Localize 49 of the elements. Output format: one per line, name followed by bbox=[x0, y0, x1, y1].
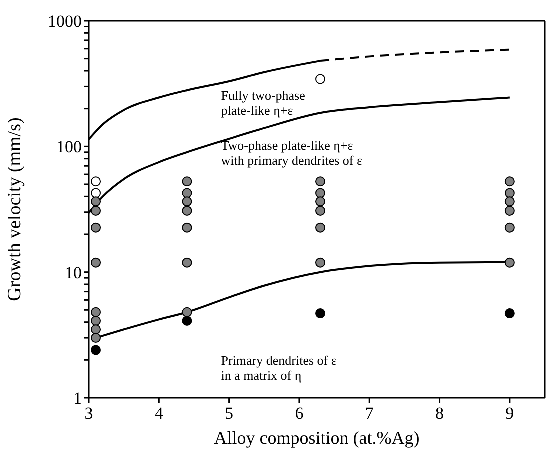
annotation: Primary dendrites of ε in a matrix of η bbox=[221, 352, 337, 383]
point bbox=[316, 188, 326, 198]
y-tick-label: 100 bbox=[56, 138, 82, 157]
y-tick-label: 10 bbox=[65, 263, 82, 282]
point bbox=[91, 324, 102, 335]
point bbox=[316, 222, 326, 233]
x-tick-label: 9 bbox=[506, 404, 514, 424]
x-tick-label: 4 bbox=[154, 404, 164, 424]
point bbox=[504, 258, 515, 268]
annotation: Two-phase plate-like η+ε with primary dendrites of ε bbox=[221, 138, 362, 168]
x-tick-label: 8 bbox=[436, 404, 444, 424]
point bbox=[182, 206, 192, 216]
point bbox=[182, 196, 192, 207]
point bbox=[91, 333, 102, 344]
point bbox=[316, 206, 326, 216]
x-tick-label: 5 bbox=[225, 404, 234, 424]
point bbox=[91, 345, 102, 356]
point bbox=[316, 74, 326, 84]
point bbox=[316, 258, 326, 268]
x-axis-title: Alloy composition (at.%Ag) bbox=[214, 428, 420, 448]
x-tick-label: 3 bbox=[84, 404, 94, 424]
y-tick-label: 1000 bbox=[48, 12, 82, 32]
point bbox=[504, 196, 515, 207]
point bbox=[316, 176, 326, 187]
point bbox=[182, 222, 192, 233]
y-tick-label: 1 bbox=[74, 389, 82, 408]
annotation: Fully two-phase plate-like η+ε bbox=[221, 88, 306, 118]
point bbox=[182, 316, 192, 326]
point bbox=[91, 222, 102, 233]
point bbox=[504, 308, 515, 319]
point bbox=[182, 176, 192, 187]
point bbox=[504, 176, 515, 187]
x-tick-label: 7 bbox=[365, 404, 374, 424]
point bbox=[316, 196, 326, 207]
point bbox=[91, 188, 102, 198]
point bbox=[91, 316, 102, 326]
point bbox=[91, 196, 102, 207]
point bbox=[182, 188, 192, 198]
point bbox=[91, 258, 102, 268]
point bbox=[91, 176, 102, 187]
point bbox=[504, 188, 515, 198]
point bbox=[504, 206, 515, 216]
point bbox=[316, 308, 326, 319]
point bbox=[182, 307, 192, 318]
point bbox=[182, 258, 192, 268]
point bbox=[91, 206, 102, 216]
point bbox=[91, 307, 102, 318]
point bbox=[504, 222, 515, 233]
x-tick-label: 6 bbox=[295, 404, 304, 424]
